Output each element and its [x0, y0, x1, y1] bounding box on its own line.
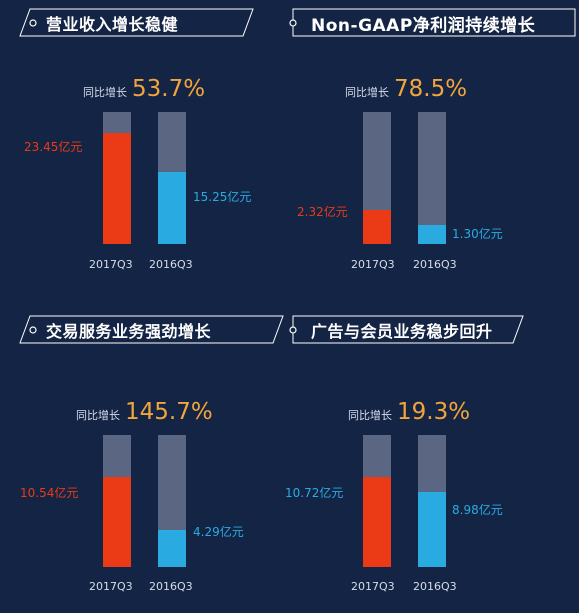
bar-2016q3 [418, 492, 446, 567]
growth-rate: 同比增长 145.7% [76, 399, 213, 425]
panel-title: Non-GAAP净利润持续增长 [311, 15, 536, 36]
growth-value: 19.3% [397, 399, 471, 425]
bar-track-2016q3 [418, 112, 446, 244]
bar-track-2017q3 [363, 435, 391, 567]
growth-value: 78.5% [394, 76, 468, 102]
category-label-2017q3: 2017Q3 [351, 258, 395, 271]
bar-track-2017q3 [363, 112, 391, 244]
growth-label: 同比增长 [76, 409, 120, 422]
bar-track-2017q3 [103, 112, 131, 244]
value-label-2016q3: 15.25亿元 [193, 190, 252, 204]
value-label-2016q3: 8.98亿元 [452, 503, 503, 517]
bar-track-2016q3 [418, 435, 446, 567]
category-label-2016q3: 2016Q3 [149, 258, 193, 271]
value-label-2017q3: 2.32亿元 [297, 205, 348, 219]
revenue-panel: 营业收入增长稳健 同比增长 53.7% 23.45亿元 15.25亿元 2017… [0, 0, 290, 306]
growth-rate: 同比增长 78.5% [345, 76, 467, 102]
bar-2017q3 [363, 477, 391, 567]
transaction-services-panel: 交易服务业务强劲增长 同比增长 145.7% 10.54亿元 4.29亿元 20… [0, 307, 290, 613]
growth-rate: 同比增长 19.3% [348, 399, 470, 425]
panel-title-box: 广告与会员业务稳步回升 [289, 315, 541, 344]
bar-2016q3 [418, 225, 446, 244]
title-frame [289, 8, 576, 37]
category-label-2017q3: 2017Q3 [89, 580, 133, 593]
value-label-2017q3: 10.54亿元 [20, 486, 79, 500]
value-label-2016q3: 1.30亿元 [452, 227, 503, 241]
panel-title-box: Non-GAAP净利润持续增长 [289, 8, 579, 37]
bar-2016q3 [158, 172, 186, 244]
value-label-2017q3: 10.72亿元 [285, 486, 344, 500]
category-label-2016q3: 2016Q3 [413, 580, 457, 593]
bar-track-2017q3 [103, 435, 131, 567]
title-frame [19, 315, 284, 344]
value-label-2016q3: 4.29亿元 [193, 525, 244, 539]
bar-2017q3 [103, 133, 131, 244]
growth-value: 145.7% [125, 399, 213, 425]
bar-2017q3 [103, 477, 131, 567]
title-frame [19, 8, 254, 37]
category-label-2017q3: 2017Q3 [351, 580, 395, 593]
category-label-2016q3: 2016Q3 [149, 580, 193, 593]
growth-label: 同比增长 [348, 409, 392, 422]
value-label-2017q3: 23.45亿元 [24, 140, 83, 154]
growth-label: 同比增长 [83, 86, 127, 99]
growth-value: 53.7% [132, 76, 206, 102]
bar-2016q3 [158, 530, 186, 567]
panel-title: 广告与会员业务稳步回升 [311, 322, 493, 341]
growth-rate: 同比增长 53.7% [83, 76, 205, 102]
category-label-2017q3: 2017Q3 [89, 258, 133, 271]
growth-label: 同比增长 [345, 86, 389, 99]
title-frame [289, 315, 524, 344]
bar-track-2016q3 [158, 435, 186, 567]
ads-membership-panel: 广告与会员业务稳步回升 同比增长 19.3% 10.72亿元 8.98亿元 20… [285, 307, 579, 613]
panel-title: 营业收入增长稳健 [46, 15, 179, 34]
net-profit-panel: Non-GAAP净利润持续增长 同比增长 78.5% 2.32亿元 1.30亿元… [289, 0, 579, 306]
bar-2017q3 [363, 210, 391, 244]
panel-title-box: 交易服务业务强劲增长 [19, 315, 284, 344]
panel-title-box: 营业收入增长稳健 [19, 8, 254, 37]
bar-track-2016q3 [158, 112, 186, 244]
category-label-2016q3: 2016Q3 [413, 258, 457, 271]
panel-title: 交易服务业务强劲增长 [46, 322, 212, 341]
